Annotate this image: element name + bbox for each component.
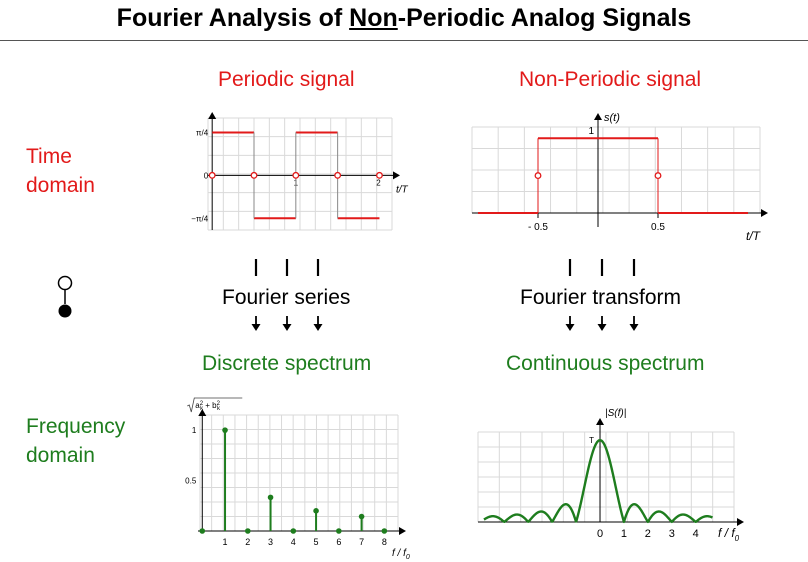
fourier-transform-label: Fourier transform xyxy=(520,286,682,309)
spectral-point xyxy=(290,528,297,534)
spectral-point xyxy=(313,508,319,514)
tick-label-x: 5 xyxy=(314,537,319,547)
x-axis-arrow-icon xyxy=(393,171,400,180)
frequency-domain-label: Frequency domain xyxy=(26,412,125,470)
title-rule xyxy=(0,40,808,41)
spectral-point xyxy=(244,528,251,534)
down-arrow-icon xyxy=(282,316,292,331)
toggle-indicator-icon xyxy=(57,275,73,318)
tick-label-x: 2 xyxy=(376,178,381,187)
tick-label-x: 1 xyxy=(621,528,627,540)
spectral-point xyxy=(199,528,206,534)
y-axis-label: |S(f)| xyxy=(605,408,626,419)
time-domain-line2: domain xyxy=(26,174,95,197)
down-arrow-icon xyxy=(313,316,323,331)
discontinuity-point xyxy=(250,171,258,179)
y-axis-arrow-icon xyxy=(198,409,207,416)
discontinuity-point xyxy=(376,171,383,179)
x-axis-label: t/T xyxy=(746,229,762,243)
title-text: Fourier Analysis of xyxy=(116,4,350,32)
frequency-domain-line2: domain xyxy=(26,444,95,467)
spectral-point xyxy=(381,528,388,534)
time-domain-line1: Time xyxy=(26,145,72,168)
tick-label-x: 4 xyxy=(693,528,699,540)
title-underlined-word: Non xyxy=(349,4,398,32)
series-input-bars xyxy=(254,259,320,276)
tick-label-x: 8 xyxy=(382,537,387,547)
tick-label-y: 0 xyxy=(204,171,209,180)
tick-label-y: 1 xyxy=(192,426,197,435)
discontinuity-point xyxy=(654,172,662,180)
discrete-spectrum-chart: a2 k + b2 k 1 0.5 1 2 3 4 5 6 7 8 f / f0 xyxy=(185,397,410,561)
tick-label-x: 3 xyxy=(268,537,273,547)
spectrum-curve xyxy=(483,438,714,524)
spectral-point xyxy=(267,494,274,501)
fourier-series-label: Fourier series xyxy=(222,286,351,309)
spectral-point xyxy=(336,528,342,534)
tick-label-x: - 0.5 xyxy=(528,222,548,233)
continuous-spectrum-chart: |S(f)| T 0 1 2 3 4 f / f0 xyxy=(477,408,744,543)
x-axis-label: f / f0 xyxy=(392,548,410,561)
down-arrow-icon xyxy=(597,316,607,331)
tick-label-y: 1 xyxy=(588,126,594,137)
y-axis-label: s(t) xyxy=(604,112,620,124)
transform-input-bars xyxy=(568,259,636,276)
y-axis-label: a2 k + b2 k xyxy=(187,397,243,413)
x-axis-arrow-icon xyxy=(761,209,768,217)
tick-label-x: 6 xyxy=(336,537,341,547)
tick-label-x: 0 xyxy=(597,528,603,540)
down-arrow-icon xyxy=(565,316,575,331)
discontinuity-point xyxy=(334,171,342,179)
continuous-spectrum-heading: Continuous spectrum xyxy=(506,352,705,375)
tick-label-x: 4 xyxy=(291,537,296,547)
svg-text:a2k + b2k: a2 k + b2 k xyxy=(195,401,221,412)
x-axis-arrow-icon xyxy=(737,518,744,526)
non-periodic-signal-chart: s(t) 1 - 0.5 0.5 t/T xyxy=(471,112,768,243)
series-down-arrows xyxy=(251,316,323,331)
page-title: Fourier Analysis of Non-Periodic Analog … xyxy=(0,4,808,33)
frequency-domain-line1: Frequency xyxy=(26,415,126,438)
y-axis-arrow-icon xyxy=(594,113,602,120)
periodic-signal-chart: π/40−π/412t/T xyxy=(191,112,409,231)
time-domain-label: Time domain xyxy=(26,142,95,200)
tick-label-x: 0.5 xyxy=(651,222,665,233)
down-arrow-icon xyxy=(629,316,639,331)
discontinuity-point xyxy=(208,171,216,179)
x-axis-label: f / f0 xyxy=(718,526,740,543)
non-periodic-signal-heading: Non-Periodic signal xyxy=(519,68,702,91)
tick-label-y: −π/4 xyxy=(191,214,208,223)
down-arrow-icon xyxy=(251,316,261,331)
peak-label: T xyxy=(589,436,594,445)
x-axis-arrow-icon xyxy=(399,527,406,535)
discontinuity-point xyxy=(534,172,542,180)
tick-label-x: 3 xyxy=(669,528,675,540)
tick-label-y: 0.5 xyxy=(185,477,197,486)
discrete-spectrum-heading: Discrete spectrum xyxy=(202,352,372,375)
y-axis-arrow-icon xyxy=(596,418,605,425)
tick-label-x: 2 xyxy=(645,528,651,540)
x-axis-label: t/T xyxy=(396,184,409,195)
spectral-point xyxy=(358,513,365,520)
tick-label-y: π/4 xyxy=(196,128,209,137)
title-text-end: -Periodic Analog Signals xyxy=(397,4,692,32)
tick-label-x: 2 xyxy=(245,537,250,547)
periodic-signal-heading: Periodic signal xyxy=(218,68,355,91)
spectral-point xyxy=(222,427,228,433)
tick-label-x: 1 xyxy=(223,537,228,547)
tick-label-x: 7 xyxy=(359,537,364,547)
transform-down-arrows xyxy=(565,316,639,331)
discontinuity-point xyxy=(292,171,300,179)
y-axis-arrow-icon xyxy=(208,112,217,119)
